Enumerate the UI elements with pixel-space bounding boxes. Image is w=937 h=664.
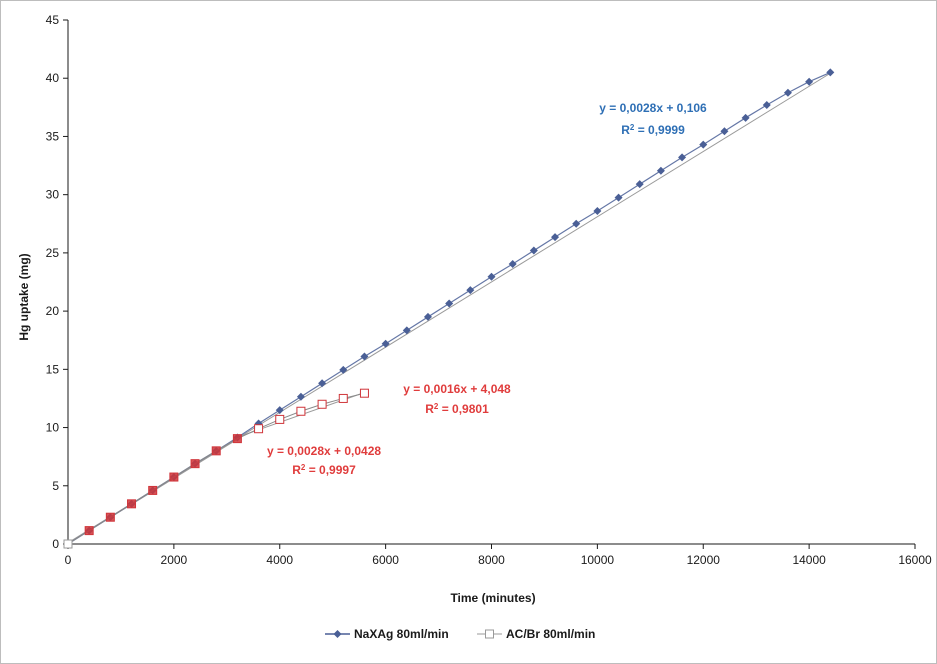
- data-point-naxag: [572, 219, 581, 228]
- r2-acbr-late-sup: 2: [434, 402, 439, 411]
- x-tick-label: 6000: [372, 553, 399, 567]
- data-point-naxag: [466, 286, 475, 295]
- data-point-acbr: [359, 388, 369, 398]
- y-tick-label: 0: [52, 537, 59, 551]
- data-point-naxag: [275, 406, 284, 415]
- equation-acbr-late: y = 0,0016x + 4,048: [403, 382, 511, 396]
- data-point-naxag: [805, 77, 814, 86]
- r2-acbr-early-prefix: R: [292, 463, 301, 477]
- data-point-naxag: [508, 259, 517, 268]
- r2-acbr-late-value: = 0,9801: [438, 402, 489, 416]
- annotation-naxag: y = 0,0028x + 0,106 R2 = 0,9999: [599, 101, 707, 137]
- data-point-acbr: [211, 446, 221, 456]
- y-tick-label: 35: [46, 129, 60, 143]
- data-point-naxag: [656, 166, 665, 175]
- data-point-naxag: [593, 206, 602, 215]
- data-point-naxag: [762, 101, 771, 110]
- y-tick-label: 10: [46, 421, 60, 435]
- x-axis-title: Time (minutes): [450, 591, 535, 605]
- data-point-naxag: [529, 246, 538, 255]
- y-tick-labels: 0 5 10 15 20 25 30 35 40 45: [46, 13, 60, 551]
- data-point-acbr: [105, 512, 115, 522]
- data-point-acbr: [63, 539, 73, 549]
- data-point-acbr: [84, 526, 94, 536]
- x-tick-label: 8000: [478, 553, 505, 567]
- r2-acbr-early-sup: 2: [301, 463, 306, 472]
- x-tick-label: 2000: [161, 553, 188, 567]
- data-point-naxag: [360, 352, 369, 361]
- data-point-naxag: [678, 153, 687, 162]
- r2-acbr-late: R2 = 0,9801: [425, 402, 489, 417]
- data-point-naxag: [339, 365, 348, 374]
- data-point-naxag: [381, 339, 390, 348]
- data-point-naxag: [445, 299, 454, 308]
- legend-marker-acbr: [485, 629, 494, 639]
- tick-marks: [63, 19, 916, 549]
- x-tick-label: 14000: [792, 553, 826, 567]
- data-point-acbr: [275, 414, 285, 424]
- y-tick-label: 5: [52, 479, 59, 493]
- r2-naxag-value: = 0,9999: [634, 123, 685, 137]
- x-tick-label: 4000: [266, 553, 293, 567]
- data-point-naxag: [699, 140, 708, 149]
- r2-acbr-early: R2 = 0,9997: [292, 463, 356, 478]
- data-point-naxag: [402, 326, 411, 335]
- data-point-acbr: [190, 459, 200, 469]
- x-tick-label: 0: [65, 553, 72, 567]
- data-point-acbr: [296, 406, 306, 416]
- y-tick-label: 15: [46, 362, 60, 376]
- annotation-acbr-early: y = 0,0028x + 0,0428 R2 = 0,9997: [267, 444, 381, 477]
- legend: NaXAg 80ml/min AC/Br 80ml/min: [325, 627, 595, 641]
- data-point-naxag: [826, 68, 835, 77]
- data-point-acbr: [148, 485, 158, 495]
- y-tick-label: 40: [46, 71, 60, 85]
- y-tick-label: 30: [46, 188, 60, 202]
- r2-acbr-late-prefix: R: [425, 402, 434, 416]
- legend-marker-naxag: [333, 630, 342, 638]
- x-tick-label: 16000: [898, 553, 932, 567]
- legend-label-acbr: AC/Br 80ml/min: [506, 627, 595, 641]
- r2-acbr-early-value: = 0,9997: [305, 463, 356, 477]
- legend-label-naxag: NaXAg 80ml/min: [354, 627, 449, 641]
- x-tick-label: 10000: [581, 553, 615, 567]
- data-point-acbr: [338, 393, 348, 403]
- x-tick-labels: 0 2000 4000 6000 8000 10000 12000 14000 16000: [65, 553, 932, 567]
- data-point-naxag: [783, 88, 792, 97]
- data-point-naxag: [741, 113, 750, 122]
- data-point-naxag: [720, 127, 729, 136]
- y-tick-label: 20: [46, 304, 60, 318]
- data-point-acbr: [169, 472, 179, 482]
- data-point-acbr: [254, 424, 264, 434]
- data-point-acbr: [232, 434, 242, 444]
- y-axis-title: Hg uptake (mg): [17, 253, 31, 340]
- data-point-naxag: [296, 392, 305, 401]
- r2-naxag-sup: 2: [630, 123, 635, 132]
- data-point-naxag: [318, 379, 327, 388]
- data-point-naxag: [614, 193, 623, 202]
- y-tick-label: 25: [46, 246, 60, 260]
- equation-acbr-early: y = 0,0028x + 0,0428: [267, 444, 381, 458]
- data-point-naxag: [487, 272, 496, 281]
- data-point-naxag: [635, 180, 644, 189]
- series-acbr: [63, 388, 369, 549]
- data-point-naxag: [551, 233, 560, 242]
- equation-naxag: y = 0,0028x + 0,106: [599, 101, 707, 115]
- data-series: [63, 68, 835, 549]
- data-point-acbr: [127, 499, 137, 509]
- y-tick-label: 45: [46, 13, 60, 27]
- data-point-acbr: [317, 399, 327, 409]
- r2-naxag-prefix: R: [621, 123, 630, 137]
- data-point-naxag: [423, 312, 432, 321]
- r2-naxag: R2 = 0,9999: [621, 123, 685, 138]
- x-tick-label: 12000: [687, 553, 721, 567]
- annotation-acbr-late: y = 0,0016x + 4,048 R2 = 0,9801: [403, 382, 511, 416]
